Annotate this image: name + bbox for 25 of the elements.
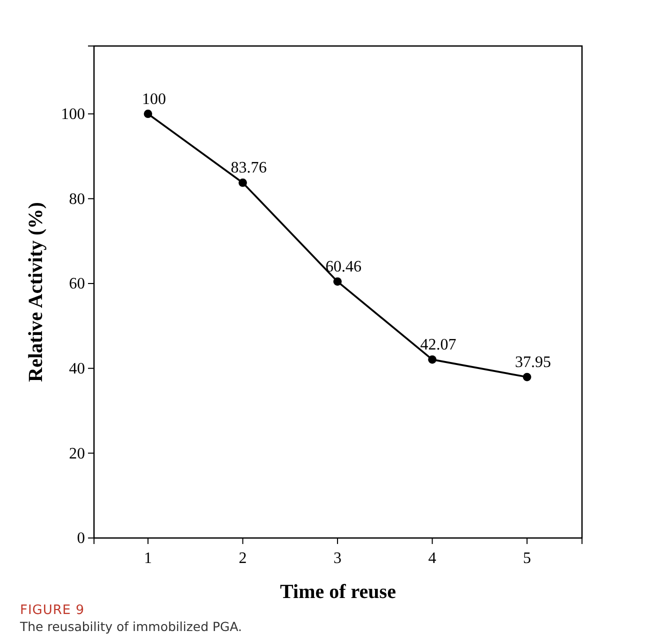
x-tick-label: 5 <box>523 550 532 567</box>
text: The reusability of immobilized PGA. <box>19 619 242 634</box>
y-tick-label: 40 <box>69 360 85 378</box>
caption: FIGURE 9 <box>20 603 85 618</box>
x-tick-label: 1 <box>144 550 152 567</box>
point <box>428 355 436 364</box>
point <box>333 277 342 286</box>
data-label: 60.46 <box>326 258 362 276</box>
x-tick-label: 3 <box>334 550 342 567</box>
point <box>238 178 247 187</box>
y-axis-title: Relative Activity (%) <box>25 202 47 382</box>
data-label: 42.07 <box>420 336 456 354</box>
data-label: 100 <box>142 90 166 108</box>
x-tick-label: 4 <box>428 550 436 567</box>
point <box>144 110 152 118</box>
x-tick-label: 2 <box>238 550 247 567</box>
x-axis-title: Time of reuse <box>280 581 396 603</box>
point <box>522 372 532 382</box>
data-label: 83.76 <box>230 160 267 177</box>
y-tick-label: 60 <box>69 276 85 293</box>
data-label: 37.95 <box>515 354 552 372</box>
y-tick-label: 100 <box>61 106 85 123</box>
y-tick-label: 80 <box>69 190 85 208</box>
y-tick-label: 20 <box>69 445 85 462</box>
y-tick-label: 0 <box>77 530 85 548</box>
